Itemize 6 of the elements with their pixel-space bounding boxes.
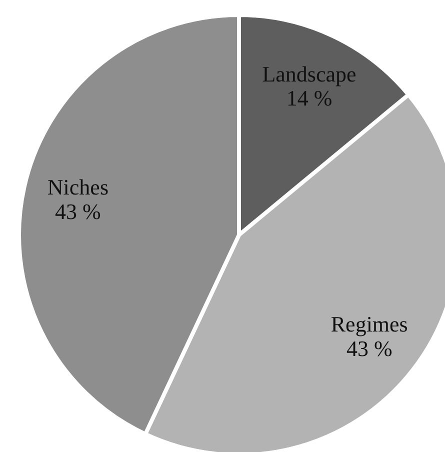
slice-label: Regimes — [330, 312, 408, 337]
slice-label: Landscape — [262, 61, 356, 86]
data-label: 43 % — [346, 336, 392, 361]
data-label: 43 % — [55, 198, 101, 224]
slice-label: Niches — [47, 174, 109, 200]
data-label: 14 % — [286, 86, 332, 111]
